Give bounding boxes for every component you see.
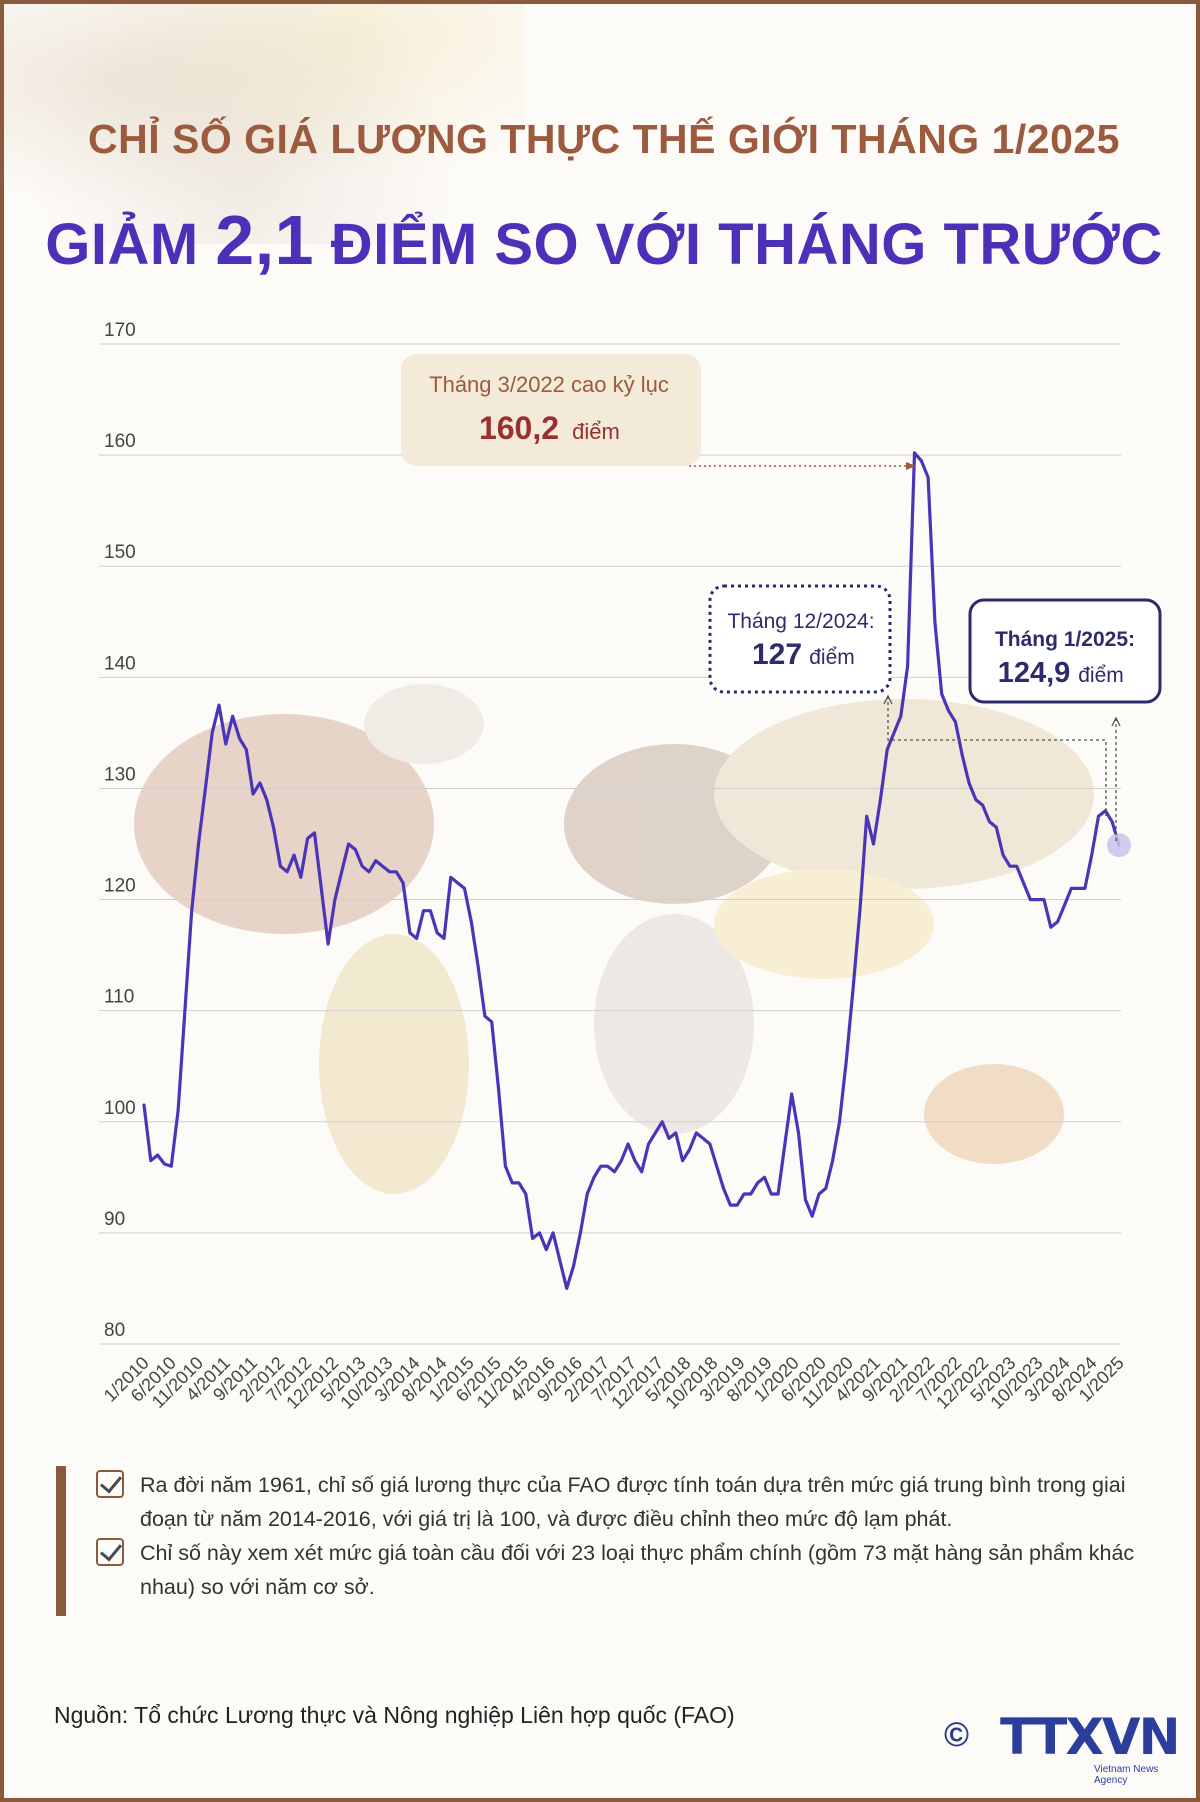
dec2024-label: Tháng 12/2024:	[727, 610, 874, 633]
y-axis-ticks: 80 90 100 110 120 130 140 150 160 170	[104, 320, 136, 1341]
jan2025-label: Tháng 1/2025:	[995, 628, 1135, 651]
note-text-1: Ra đời năm 1961, chỉ số giá lương thực c…	[140, 1473, 1126, 1531]
record-annotation: Tháng 3/2022 cao kỷ lục 160,2 điểm	[401, 354, 916, 470]
y-tick-label: 100	[104, 1098, 136, 1119]
x-axis-ticks: 1/20106/201011/20104/20119/20112/20127/2…	[100, 1353, 1128, 1413]
title-decrease-word: GIẢM	[45, 212, 199, 277]
source-text: Nguồn: Tổ chức Lương thực và Nông nghiệp…	[54, 1702, 735, 1728]
y-tick-label: 90	[104, 1209, 125, 1230]
y-tick-label: 130	[104, 764, 136, 785]
jan2025-value: 124,9	[998, 657, 1071, 689]
record-unit: điểm	[572, 419, 620, 444]
logo-brand: TTXVN	[1000, 1708, 1180, 1766]
title-rest: ĐIỂM SO VỚI THÁNG TRƯỚC	[330, 212, 1163, 277]
logo-subtitle: Vietnam News Agency	[1094, 1764, 1159, 1786]
y-tick-label: 120	[104, 876, 136, 897]
dec2024-unit: điểm	[809, 646, 855, 669]
food-price-index-line	[142, 451, 1121, 1290]
ttxvn-logo: © TTXVN Vietnam News Agency	[944, 1708, 1184, 1786]
checkbox-icon	[96, 1470, 124, 1498]
jan2025-unit: điểm	[1078, 664, 1124, 687]
y-tick-label: 170	[104, 320, 136, 341]
world-map-watermark	[134, 684, 1094, 1194]
note-text-2: Chỉ số này xem xét mức giá toàn cầu đối …	[140, 1541, 1135, 1599]
title-line-1: CHỈ SỐ GIÁ LƯƠNG THỰC THẾ GIỚI THÁNG 1/2…	[88, 116, 1120, 162]
y-tick-label: 160	[104, 431, 136, 452]
food-price-index-chart: 80 90 100 110 120 130 140 150 160 170 1/20106/201…	[99, 320, 1162, 1413]
title-decrease-value: 2,1	[215, 201, 315, 279]
grain-background-decoration	[4, 4, 524, 244]
y-tick-label: 140	[104, 653, 136, 674]
y-tick-label: 110	[104, 987, 134, 1008]
y-tick-label: 80	[104, 1320, 125, 1341]
checkbox-icon	[96, 1538, 124, 1566]
y-tick-label: 150	[104, 542, 136, 563]
latest-point-marker	[1107, 833, 1131, 858]
copyright-icon: ©	[944, 1716, 970, 1754]
dec2024-annotation: Tháng 12/2024: 127 điểm	[708, 584, 1107, 816]
dec2024-value: 127	[752, 638, 802, 671]
note-item-1: Ra đời năm 1961, chỉ số giá lương thực c…	[96, 1468, 1136, 1534]
note-item-2: Chỉ số này xem xét mức giá toàn cầu đối …	[96, 1536, 1136, 1602]
record-value: 160,2	[479, 410, 559, 446]
record-label: Tháng 3/2022 cao kỷ lục	[429, 372, 669, 397]
jan2025-annotation: Tháng 1/2025: 124,9 điểm	[968, 598, 1162, 842]
notes-box: Ra đời năm 1961, chỉ số giá lương thực c…	[56, 1466, 1146, 1616]
title-line-2: GIẢM 2,1 ĐIỂM SO VỚI THÁNG TRƯỚC	[4, 200, 1196, 280]
